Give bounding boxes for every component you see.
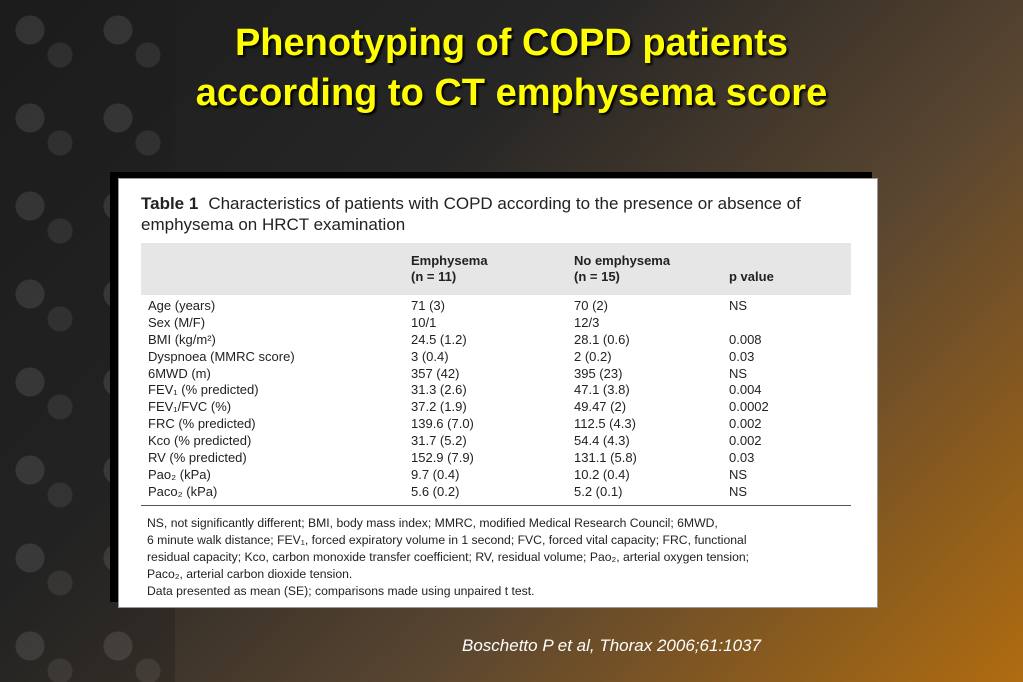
table-row: Kco (% predicted) 31.7 (5.2) 54.4 (4.3) 0.0… <box>141 432 851 449</box>
row-label: 6MWD (m) <box>148 365 211 381</box>
row-no-emphysema-value: 47.1 (3.8) <box>574 382 630 398</box>
row-no-emphysema-value: 2 (0.2) <box>574 348 612 364</box>
header-no-emphysema-label: No emphysema <box>574 253 671 268</box>
row-p-value: 0.002 <box>729 416 762 432</box>
row-emphysema-value: 139.6 (7.0) <box>411 416 474 432</box>
row-p-value: 0.03 <box>729 348 755 364</box>
row-label: Pao₂ (kPa) <box>148 466 211 482</box>
table-image: Table 1 Characteristics of patients with … <box>118 178 878 608</box>
footnote-line: residual capacity; Kco, carbon monoxide … <box>147 550 750 564</box>
row-no-emphysema-value: 28.1 (0.6) <box>574 331 630 347</box>
row-label: Paco₂ (kPa) <box>148 483 218 499</box>
row-emphysema-value: 10/1 <box>411 314 437 330</box>
row-no-emphysema-value: 12/3 <box>574 314 600 330</box>
row-label: Kco (% predicted) <box>148 433 252 449</box>
row-p-value: 0.002 <box>729 433 762 449</box>
table-row: FRC (% predicted) 139.6 (7.0) 112.5 (4.3) 0… <box>141 415 851 432</box>
row-label: FEV₁ (% predicted) <box>148 382 259 398</box>
row-no-emphysema-value: 54.4 (4.3) <box>574 433 630 449</box>
table-row: FEV₁ (% predicted) 31.3 (2.6) 47.1 (3.8) 0.… <box>141 381 851 398</box>
row-emphysema-value: 31.7 (5.2) <box>411 433 467 449</box>
footnote-line: 6 minute walk distance; FEV₁, forced exp… <box>147 533 747 547</box>
citation: Boschetto P et al, Thorax 2006;61:1037 <box>462 636 761 655</box>
table-label: Table 1 <box>141 194 199 213</box>
row-label: Sex (M/F) <box>148 314 206 330</box>
row-emphysema-value: 37.2 (1.9) <box>411 399 467 415</box>
row-no-emphysema-value: 10.2 (0.4) <box>574 466 630 482</box>
header-no-emphysema-n: (n = 15) <box>574 269 620 284</box>
row-label: FEV₁/FVC (%) <box>148 399 232 415</box>
table-row: Dyspnoea (MMRC score) 3 (0.4) 2 (0.2) 0.03 <box>141 348 851 365</box>
row-p-value: NS <box>729 466 748 482</box>
row-p-value: NS <box>729 365 748 381</box>
row-p-value: 0.008 <box>729 331 762 347</box>
table-row: Paco₂ (kPa) 5.6 (0.2) 5.2 (0.1) NS <box>141 483 851 500</box>
row-emphysema-value: 357 (42) <box>411 365 460 381</box>
row-p-value: 0.004 <box>729 382 762 398</box>
row-emphysema-value: 3 (0.4) <box>411 348 449 364</box>
table-bottom-rule <box>141 505 851 506</box>
table-body: Age (years) 71 (3) 70 (2) NS Sex (M/F) 10/1 1… <box>141 297 851 500</box>
table-footnotes: NS, not significantly different; BMI, bo… <box>147 515 859 600</box>
row-label: Dyspnoea (MMRC score) <box>148 348 295 364</box>
row-label: FRC (% predicted) <box>148 416 256 432</box>
header-p-value: p value <box>729 269 774 284</box>
row-label: RV (% predicted) <box>148 450 247 466</box>
row-emphysema-value: 31.3 (2.6) <box>411 382 467 398</box>
row-emphysema-value: 5.6 (0.2) <box>411 483 460 499</box>
header-emphysema-n: (n = 11) <box>411 269 457 284</box>
header-emphysema-label: Emphysema <box>411 253 488 268</box>
slide-title: Phenotyping of COPD patients according t… <box>0 18 1023 118</box>
row-no-emphysema-value: 70 (2) <box>574 298 608 313</box>
title-line-2: according to CT emphysema score <box>195 72 828 114</box>
row-p-value: 0.03 <box>729 450 755 466</box>
row-no-emphysema-value: 131.1 (5.8) <box>574 450 637 466</box>
row-no-emphysema-value: 5.2 (0.1) <box>574 483 623 499</box>
table-row: FEV₁/FVC (%) 37.2 (1.9) 49.47 (2) 0.0002 <box>141 398 851 415</box>
row-emphysema-value: 9.7 (0.4) <box>411 466 460 482</box>
table-row: 6MWD (m) 357 (42) 395 (23) NS <box>141 365 851 382</box>
row-label: BMI (kg/m²) <box>148 331 216 347</box>
table-header-band: Emphysema (n = 11) No emphysema (n = 15)… <box>141 243 851 295</box>
row-emphysema-value: 152.9 (7.9) <box>411 450 474 466</box>
header-emphysema: Emphysema (n = 11) <box>411 253 488 285</box>
row-no-emphysema-value: 49.47 (2) <box>574 399 627 415</box>
row-no-emphysema-value: 112.5 (4.3) <box>574 416 636 432</box>
table-row: Age (years) 71 (3) 70 (2) NS <box>141 297 851 314</box>
row-p-value: NS <box>729 483 748 499</box>
row-p-value: NS <box>729 298 748 313</box>
row-emphysema-value: 24.5 (1.2) <box>411 331 467 347</box>
footnote-line: Paco₂, arterial carbon dioxide tension. <box>147 567 353 581</box>
title-line-1: Phenotyping of COPD patients <box>234 22 789 64</box>
table-row: Sex (M/F) 10/1 12/3 <box>141 314 851 331</box>
table-caption: Table 1 Characteristics of patients with … <box>141 193 861 235</box>
row-label: Age (years) <box>148 298 216 313</box>
row-p-value: 0.0002 <box>729 399 769 415</box>
header-no-emphysema: No emphysema (n = 15) <box>574 253 670 285</box>
footnote-line: NS, not significantly different; BMI, bo… <box>147 516 718 530</box>
row-emphysema-value: 71 (3) <box>411 298 445 313</box>
table-row: Pao₂ (kPa) 9.7 (0.4) 10.2 (0.4) NS <box>141 466 851 483</box>
row-no-emphysema-value: 395 (23) <box>574 365 623 381</box>
footnote-line: Data presented as mean (SE); comparisons… <box>147 584 535 598</box>
table-row: RV (% predicted) 152.9 (7.9) 131.1 (5.8) 0.… <box>141 449 851 466</box>
table-caption-text: Characteristics of patients with COPD ac… <box>141 194 801 234</box>
table-row: BMI (kg/m²) 24.5 (1.2) 28.1 (0.6) 0.008 <box>141 331 851 348</box>
